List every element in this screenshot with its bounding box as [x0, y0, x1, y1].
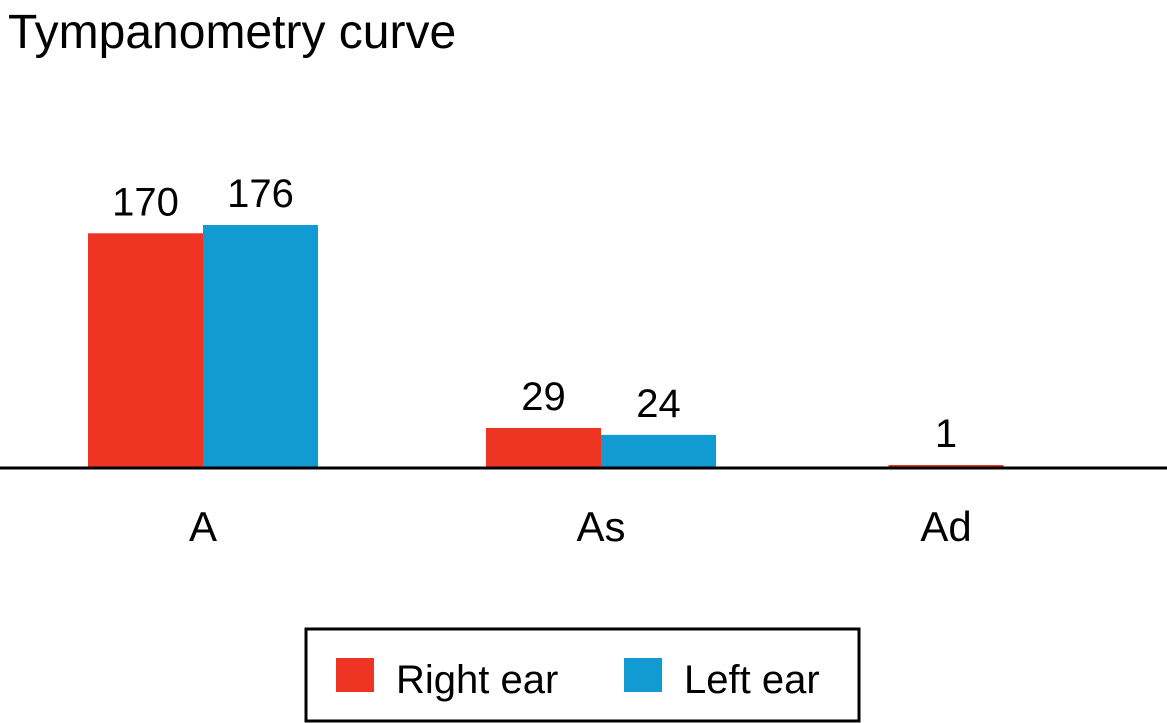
bar-right-ear-as [486, 427, 601, 469]
legend-label-left-ear: Left ear [684, 658, 820, 702]
x-tick-label-as: As [576, 503, 625, 550]
plot-area: 170 176 A 29 24 As 1 Ad [88, 172, 1004, 550]
bar-left-ear-as [601, 434, 716, 469]
legend: Right ear Left ear [304, 627, 861, 723]
legend-swatch-left-ear [624, 658, 662, 692]
x-tick-label-ad: Ad [920, 503, 971, 550]
x-tick-label-a: A [189, 503, 217, 550]
data-label-left-ear-as: 24 [636, 382, 681, 426]
data-label-right-ear-a: 170 [112, 180, 179, 224]
legend-swatch-right-ear [336, 658, 374, 692]
legend-label-right-ear: Right ear [396, 658, 558, 702]
bar-right-ear-a [88, 233, 203, 469]
chart-title: Tympanometry curve [8, 6, 456, 59]
data-label-left-ear-a: 176 [227, 172, 294, 216]
data-label-right-ear-as: 29 [521, 375, 566, 419]
legend-box [304, 627, 861, 723]
bar-left-ear-a [203, 225, 318, 469]
data-label-right-ear-ad: 1 [935, 412, 957, 456]
